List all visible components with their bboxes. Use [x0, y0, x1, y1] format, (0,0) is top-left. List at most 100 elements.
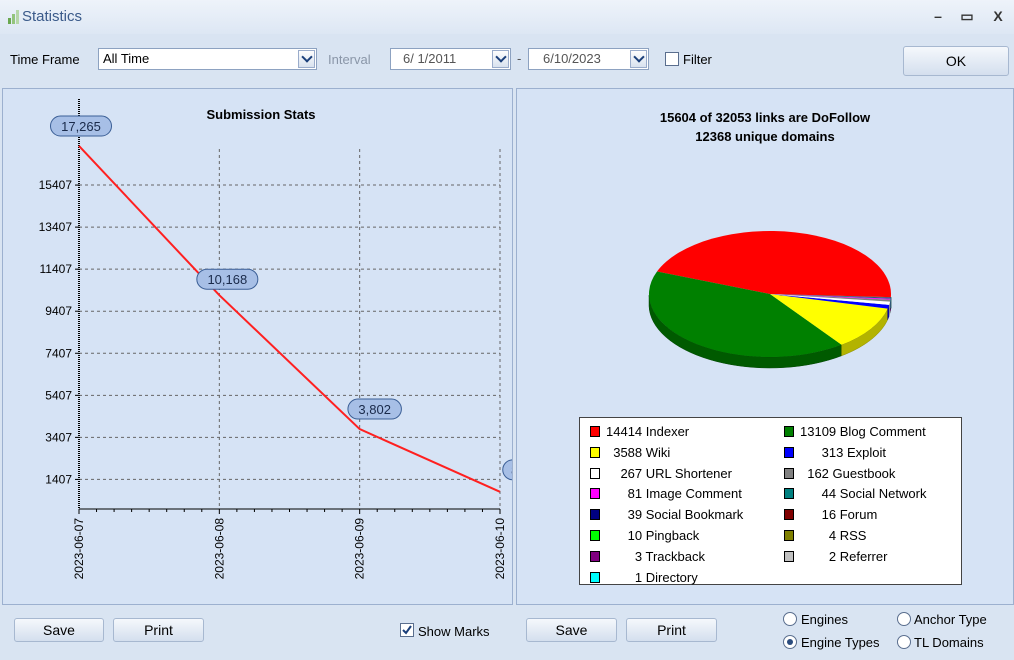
print-chart-button[interactable]: Print: [113, 618, 204, 642]
legend-swatch: [590, 446, 600, 458]
pie-slice: [770, 294, 890, 309]
dofollow-summary: 15604 of 32053 links are DoFollow: [659, 110, 871, 125]
pie-legend: 14414 Indexer 13109 Blog Comment 3588 Wik…: [579, 417, 962, 585]
data-mark-bubble: [502, 459, 512, 481]
data-label: 3,802: [358, 402, 391, 417]
title-bar: Statistics – ▭ X: [0, 0, 1014, 34]
save-chart-button[interactable]: Save: [14, 618, 104, 642]
pie-top: [649, 231, 891, 357]
legend-swatch: [784, 426, 794, 437]
pie-slice: [770, 294, 891, 302]
pie-chart: [648, 231, 892, 369]
chevron-down-icon: [632, 51, 645, 63]
legend-label: 16 Forum: [800, 507, 878, 523]
data-label: 10,168: [207, 272, 247, 287]
y-tick-label: 1407: [45, 472, 72, 486]
unique-domains-summary: 12368 unique domains: [695, 129, 835, 144]
pie-slice: [770, 294, 891, 299]
legend-label: 4 RSS: [800, 528, 867, 543]
x-tick-label: 2023-06-09: [353, 518, 367, 580]
y-tick-label: 7407: [45, 346, 72, 360]
pie-slice: [770, 294, 891, 305]
interval-label: Interval: [328, 52, 371, 67]
time-frame-label: Time Frame: [10, 52, 80, 67]
radio-engines-label: Engines: [801, 612, 848, 627]
pie-slice: [770, 294, 891, 298]
pie-slice: [770, 294, 891, 298]
time-frame-dropdown-button[interactable]: [298, 50, 315, 68]
data-label: 17,265: [61, 119, 101, 134]
checkmark-icon: [402, 625, 412, 635]
show-marks-checkbox[interactable]: [400, 623, 414, 637]
legend-label: 3 Trackback: [606, 548, 705, 564]
legend-label: 14414 Indexer: [606, 424, 690, 439]
window-title: Statistics: [22, 8, 83, 25]
legend-label: 162 Guestbook: [800, 465, 896, 481]
maximize-button[interactable]: ▭: [960, 8, 974, 24]
legend-swatch: [784, 509, 794, 521]
radio-tl-domains-label: TL Domains: [914, 635, 984, 650]
filter-checkbox[interactable]: [665, 52, 679, 66]
date-from-picker[interactable]: 6/ 1/2011: [390, 48, 511, 70]
legend-label: 2 Referrer: [800, 548, 888, 564]
minimize-button[interactable]: –: [934, 8, 942, 24]
legend-swatch: [784, 530, 794, 541]
data-mark: 10,168: [196, 268, 259, 290]
legend-label: 10 Pingback: [606, 528, 700, 543]
print-pie-button[interactable]: Print: [626, 618, 717, 642]
series-line: [78, 145, 501, 493]
ok-button[interactable]: OK: [903, 46, 1009, 76]
chart-title: Submission Stats: [206, 107, 315, 122]
legend-swatch: [784, 488, 794, 500]
legend-swatch: [590, 550, 600, 562]
radio-engines[interactable]: [783, 612, 797, 626]
data-mark-bubble: [50, 115, 112, 137]
radio-anchor-type[interactable]: [897, 612, 911, 626]
pie-slice: [770, 294, 891, 298]
pie-slice: [770, 294, 891, 298]
x-tick-label: 2023-06-08: [212, 518, 226, 580]
radio-tl-domains[interactable]: [897, 635, 911, 649]
close-button[interactable]: X: [993, 8, 1003, 24]
y-tick-label: 9407: [45, 304, 72, 318]
legend-label: 3588 Wiki: [606, 444, 671, 460]
date-to-value: 6/10/2023: [543, 51, 601, 66]
date-to-dropdown-button[interactable]: [630, 50, 647, 68]
radio-engine-types[interactable]: [783, 635, 797, 649]
legend-label: 39 Social Bookmark: [606, 507, 744, 523]
legend-label: 313 Exploit: [800, 444, 886, 460]
legend-label: 44 Social Network: [800, 486, 927, 502]
y-tick-label: 13407: [39, 220, 73, 234]
legend-swatch: [590, 509, 600, 521]
legend-swatch: [784, 467, 794, 479]
time-frame-value: All Time: [103, 51, 150, 66]
legend-swatch: [590, 426, 600, 437]
x-tick-label: 2023-06-07: [72, 518, 86, 580]
pie-slice: [770, 294, 891, 298]
date-to-picker[interactable]: 6/10/2023: [528, 48, 649, 70]
pie-slice: [770, 294, 891, 300]
y-tick-label: 11407: [40, 262, 73, 276]
y-tick-label: 5407: [45, 388, 72, 402]
filter-label: Filter: [683, 52, 712, 67]
line-chart: Submission Stats 1407 3407 5407 7407 9407 114…: [39, 99, 512, 580]
pie-slice: [657, 231, 891, 298]
y-tick-label: 3407: [45, 430, 72, 444]
legend-swatch: [590, 530, 600, 541]
chevron-down-icon: [494, 51, 507, 63]
legend-swatch: [590, 467, 600, 479]
show-marks-label: Show Marks: [418, 624, 490, 639]
save-pie-button[interactable]: Save: [526, 618, 617, 642]
date-from-dropdown-button[interactable]: [492, 50, 509, 68]
time-frame-select[interactable]: All Time: [98, 48, 317, 70]
date-from-value: 6/ 1/2011: [403, 51, 457, 66]
legend-label: 1 Directory: [606, 569, 698, 585]
legend-label: 81 Image Comment: [606, 486, 742, 502]
legend-label: 267 URL Shortener: [606, 465, 732, 481]
x-tick-label: 2023-06-10: [493, 518, 507, 580]
data-label: 818: [511, 463, 512, 478]
data-mark: 818: [502, 459, 512, 481]
data-mark: 3,802: [347, 398, 402, 420]
legend-swatch: [784, 550, 794, 562]
pie-slice: [770, 294, 888, 345]
